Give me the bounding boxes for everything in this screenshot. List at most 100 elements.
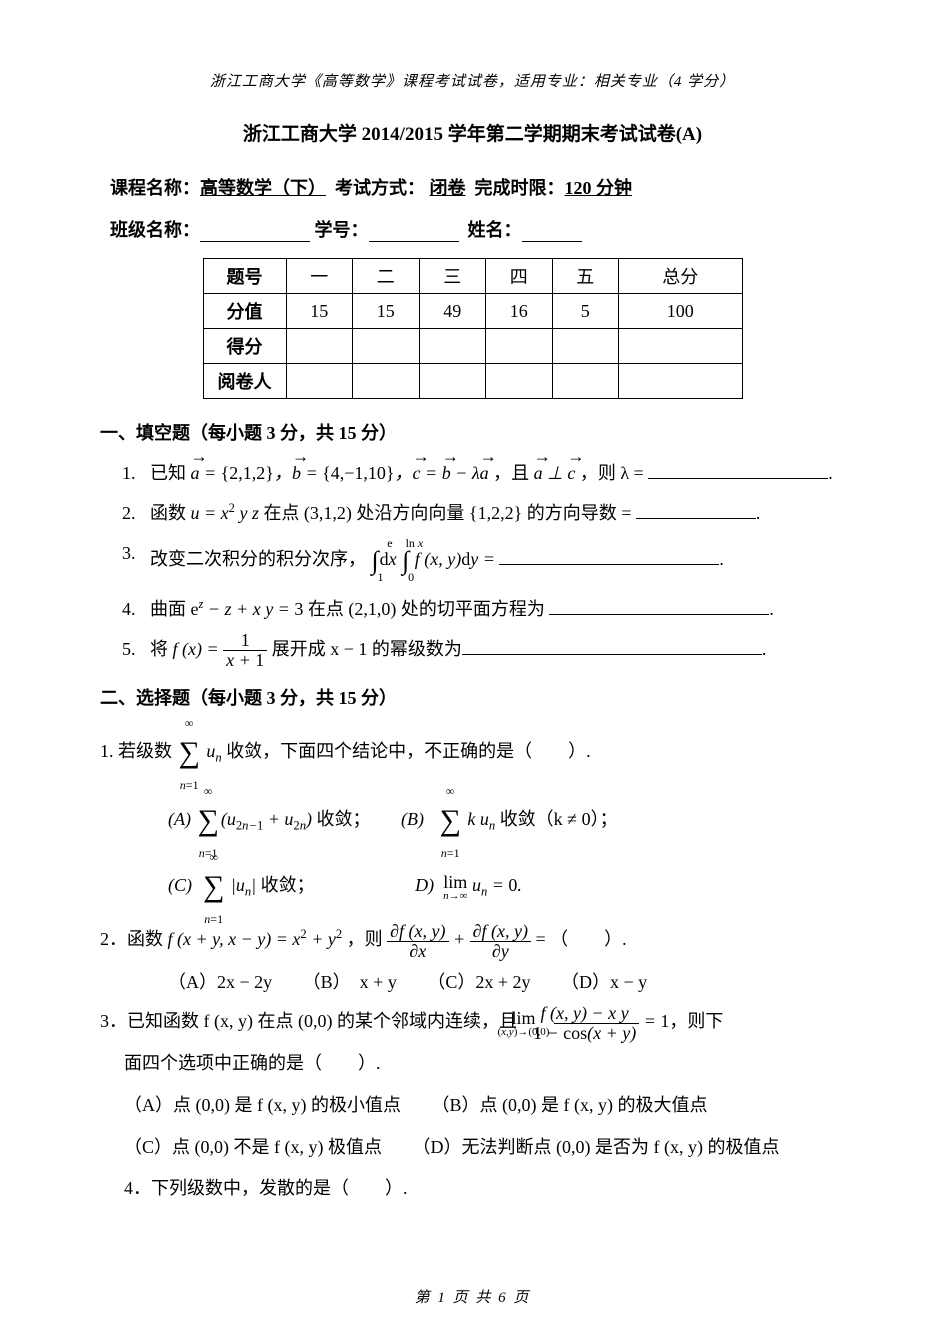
time-label: 完成时限： xyxy=(475,178,565,198)
q2-2-text: 2．函数 xyxy=(100,929,168,949)
course-info-line: 课程名称：高等数学（下） 考试方式： 闭卷 完成时限：120 分钟 xyxy=(100,174,845,200)
answer-blank xyxy=(648,458,828,479)
option-b: (B) ∑∞n=1 k un 收敛（k ≠ 0）； xyxy=(401,788,618,854)
option-d: D) limn→∞ un = 0. xyxy=(415,866,522,906)
name-blank xyxy=(522,221,582,242)
score-cell: 49 xyxy=(419,294,486,329)
table-row: 得分 xyxy=(203,329,742,364)
course-value: 高等数学（下） xyxy=(200,178,326,198)
q2-4: 4．下列级数中，发散的是（ ）. xyxy=(100,1169,845,1209)
student-info-line: 班级名称： 学号： 姓名： xyxy=(100,216,845,242)
empty-cell xyxy=(486,329,553,364)
empty-cell xyxy=(552,364,619,399)
q1-4-text2: 在点 (2,1,0) 处的切平面方程为 xyxy=(308,599,545,619)
q1-3: 3. 改变二次积分的积分次序， ∫e1dx ∫ln x0 f (x, y)dy … xyxy=(150,535,845,587)
exam-page: { "header": "浙江工商大学《高等数学》课程考试试卷，适用专业：相关专… xyxy=(0,0,945,1337)
q1-5-text2: 展开成 x − 1 的幂级数为 xyxy=(272,639,462,659)
answer-blank xyxy=(462,634,762,655)
empty-cell xyxy=(552,329,619,364)
q2-1-stem: 1. 若级数 ∑∞n=1 un 收敛，下面四个结论中，不正确的是（ ）. xyxy=(100,720,845,786)
empty-cell xyxy=(619,364,743,399)
q1-5-text: 将 xyxy=(150,639,173,659)
q1-2-text2: 在点 (3,1,2) 处沿方向向量 {1,2,2} 的方向导数 = xyxy=(263,503,635,523)
answer-blank xyxy=(549,594,769,615)
q2-2-text3: = （ ）. xyxy=(536,929,627,949)
section-2-title: 二、选择题（每小题 3 分，共 15 分） xyxy=(100,684,845,710)
empty-cell xyxy=(419,329,486,364)
q2-2-text2: ，则 xyxy=(347,929,388,949)
option-c: （C）2x + 2y xyxy=(427,963,530,1003)
score-cell: 100 xyxy=(619,294,743,329)
exam-title: 浙江工商大学 2014/2015 学年第二学期期末考试试卷(A) xyxy=(100,119,845,146)
q2-3-stem2: 面四个选项中正确的是（ ）. xyxy=(100,1044,845,1084)
option-d: （D）x − y xyxy=(561,963,647,1003)
q1-5: 5. 将 f (x) = 1x + 1 展开成 x − 1 的幂级数为. xyxy=(150,631,845,670)
opt-a-text: 收敛； xyxy=(312,809,371,829)
option-a: （A）点 (0,0) 是 f (x, y) 的极小值点 xyxy=(124,1086,401,1126)
q1-4-text: 曲面 xyxy=(150,599,191,619)
row-label: 题号 xyxy=(203,259,286,294)
q2-1: 1. 若级数 ∑∞n=1 un 收敛，下面四个结论中，不正确的是（ ）. (A)… xyxy=(100,720,845,920)
q2-1-text: 1. 若级数 xyxy=(100,741,177,761)
answer-blank xyxy=(499,544,719,565)
col-header: 五 xyxy=(552,259,619,294)
score-cell: 15 xyxy=(286,294,353,329)
class-label: 班级名称： xyxy=(110,220,200,240)
q2-3-options-1: （A）点 (0,0) 是 f (x, y) 的极小值点 （B）点 (0,0) 是… xyxy=(100,1086,845,1126)
col-header: 一 xyxy=(286,259,353,294)
opt-b-text: 收敛（k ≠ 0）； xyxy=(495,809,617,829)
answer-blank xyxy=(636,498,756,519)
q1-1-text3: ，则 λ = xyxy=(580,463,648,483)
sid-blank xyxy=(369,221,459,242)
section-1-list: 1. 已知 a = {2,1,2}，b = {4,−1,10}，c = b − … xyxy=(100,455,845,670)
empty-cell xyxy=(353,329,420,364)
option-d: （D）无法判断点 (0,0) 是否为 f (x, y) 的极值点 xyxy=(412,1128,779,1168)
q2-1-text2: 收敛，下面四个结论中，不正确的是（ ）. xyxy=(226,741,591,761)
course-label: 课程名称： xyxy=(110,178,200,198)
q2-2-options: （A）2x − 2y （B） x + y （C）2x + 2y （D）x − y xyxy=(100,963,845,1003)
option-a: (A) ∑∞n=1(u2n−1 + u2n) 收敛； xyxy=(168,788,371,854)
name-label: 姓名： xyxy=(468,220,522,240)
q2-3-stem: 3．已知函数 f (x, y) 在点 (0,0) 的某个邻域内连续，且 lim(… xyxy=(100,1002,845,1042)
score-cell: 5 xyxy=(552,294,619,329)
row-label: 分值 xyxy=(203,294,286,329)
q2-3-text: 3．已知函数 f (x, y) 在点 (0,0) 的某个邻域内连续，且 xyxy=(100,1011,521,1031)
page-footer: 第 1 页 共 6 页 xyxy=(0,1286,945,1307)
class-blank xyxy=(200,221,310,242)
section-1-title: 一、填空题（每小题 3 分，共 15 分） xyxy=(100,419,845,445)
option-b: （B）点 (0,0) 是 f (x, y) 的极大值点 xyxy=(431,1086,707,1126)
table-row: 分值 15 15 49 16 5 100 xyxy=(203,294,742,329)
method-label: 考试方式： xyxy=(335,178,425,198)
table-row: 阅卷人 xyxy=(203,364,742,399)
empty-cell xyxy=(419,364,486,399)
q2-3-options-2: （C）点 (0,0) 不是 f (x, y) 极值点 （D）无法判断点 (0,0… xyxy=(100,1128,845,1168)
empty-cell xyxy=(486,364,553,399)
q2-1-options: (A) ∑∞n=1(u2n−1 + u2n) 收敛； (B) ∑∞n=1 k u… xyxy=(100,788,845,920)
empty-cell xyxy=(353,364,420,399)
row-label: 得分 xyxy=(203,329,286,364)
option-a: （A）2x − 2y xyxy=(168,963,272,1003)
q1-2: 2. 函数 u = x2 y z 在点 (3,1,2) 处沿方向向量 {1,2,… xyxy=(150,495,845,531)
option-b: （B） x + y xyxy=(303,963,397,1003)
opt-c-text: 收敛； xyxy=(256,875,315,895)
col-header: 二 xyxy=(353,259,420,294)
col-header: 三 xyxy=(419,259,486,294)
empty-cell xyxy=(286,329,353,364)
sid-label: 学号： xyxy=(315,220,369,240)
q1-2-text: 函数 xyxy=(150,503,191,523)
q2-3: 3．已知函数 f (x, y) 在点 (0,0) 的某个邻域内连续，且 lim(… xyxy=(100,1002,845,1167)
empty-cell xyxy=(286,364,353,399)
q2-4-stem: 4．下列级数中，发散的是（ ）. xyxy=(100,1169,845,1209)
running-header: 浙江工商大学《高等数学》课程考试试卷，适用专业：相关专业（4 学分） xyxy=(100,70,845,91)
option-c: （C）点 (0,0) 不是 f (x, y) 极值点 xyxy=(124,1128,382,1168)
option-c: (C) ∑∞n=1 |un| 收敛； xyxy=(168,854,315,920)
method-value: 闭卷 xyxy=(430,178,466,198)
q1-1-text: 已知 xyxy=(150,463,186,483)
q1-1: 1. 已知 a = {2,1,2}，b = {4,−1,10}，c = b − … xyxy=(150,455,845,491)
score-table: 题号 一 二 三 四 五 总分 分值 15 15 49 16 5 100 得分 … xyxy=(203,258,743,399)
table-row: 题号 一 二 三 四 五 总分 xyxy=(203,259,742,294)
score-cell: 16 xyxy=(486,294,553,329)
q1-4: 4. 曲面 ez − z + x y = 3 在点 (2,1,0) 处的切平面方… xyxy=(150,591,845,627)
empty-cell xyxy=(619,329,743,364)
col-header: 总分 xyxy=(619,259,743,294)
